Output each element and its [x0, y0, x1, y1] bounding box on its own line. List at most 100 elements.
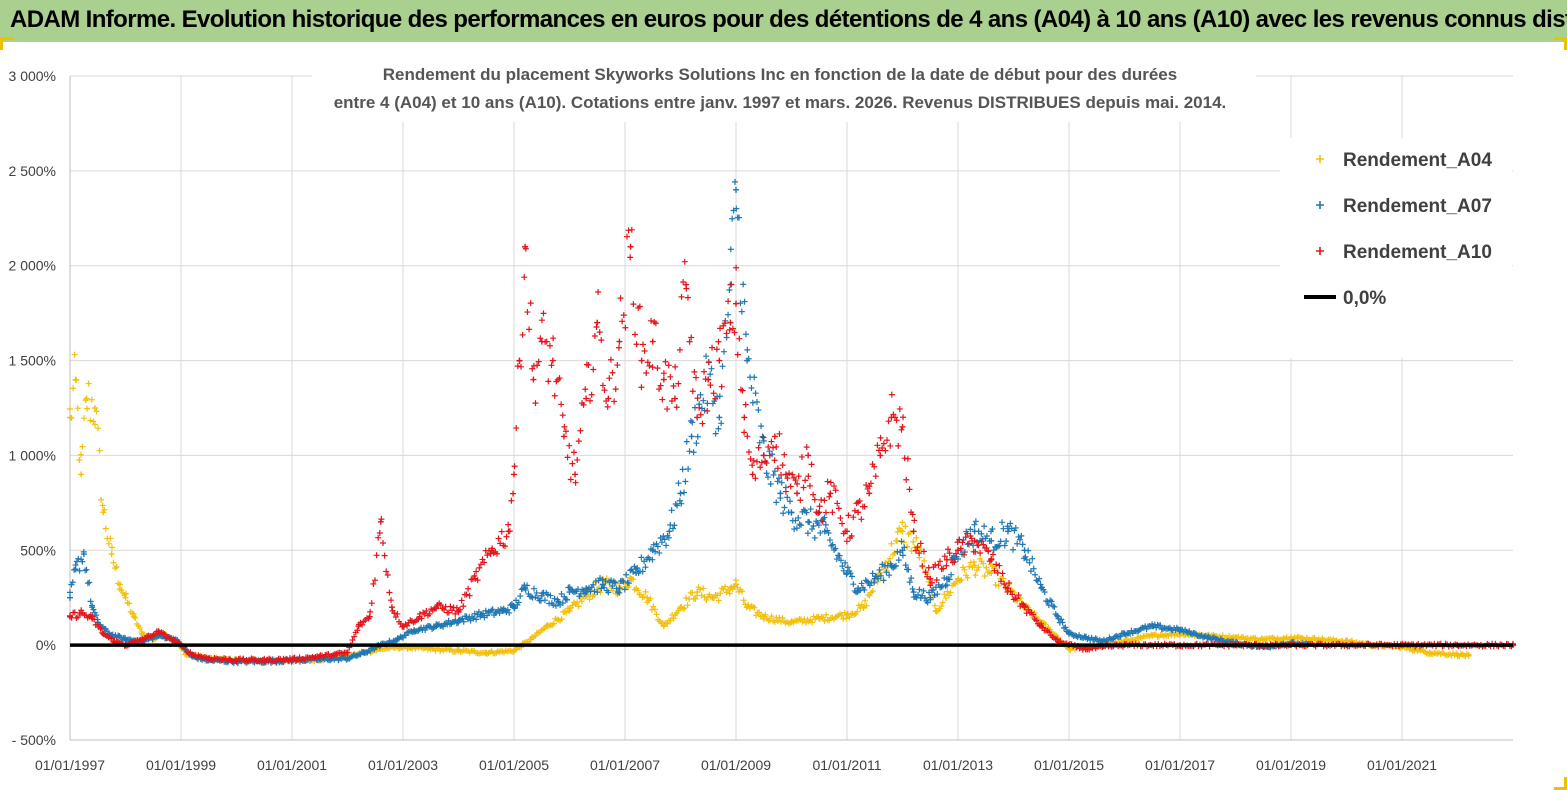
scatter-mark [572, 479, 579, 486]
x-tick-label: 01/01/2017 [1145, 757, 1215, 773]
scatter-mark [972, 518, 979, 525]
data-point [108, 551, 115, 558]
scatter-mark [671, 522, 678, 529]
scatter-mark [506, 528, 513, 535]
data-point [910, 589, 917, 596]
scatter-mark [759, 613, 766, 620]
scatter-mark [896, 405, 903, 412]
scatter-mark [684, 294, 691, 301]
scatter-mark [476, 564, 483, 571]
scatter-mark [580, 401, 587, 408]
scatter-mark [739, 588, 746, 595]
x-tick-label: 01/01/2013 [923, 757, 993, 773]
scatter-mark [473, 616, 480, 623]
scatter-mark [381, 552, 388, 559]
x-tick-label: 01/01/2021 [1367, 757, 1437, 773]
scatter-mark [980, 560, 987, 567]
scatter-mark [893, 537, 900, 544]
scatter-mark [422, 627, 429, 634]
scatter-mark [1062, 624, 1069, 631]
scatter-mark [534, 362, 541, 369]
scatter-mark [370, 580, 377, 587]
data-point [666, 528, 673, 535]
scatter-mark [919, 562, 926, 569]
scatter-mark [654, 365, 661, 372]
scatter-mark [920, 587, 927, 594]
scatter-mark [869, 570, 876, 577]
scatter-mark [726, 326, 733, 333]
scatter-mark [521, 274, 528, 281]
scatter-mark [559, 599, 566, 606]
scatter-mark [515, 599, 522, 606]
scatter-mark [792, 477, 799, 484]
scatter-mark [633, 341, 640, 348]
scatter-mark [609, 369, 616, 376]
scatter-mark [1048, 598, 1055, 605]
scatter-mark [831, 546, 838, 553]
scatter-mark [992, 582, 999, 589]
scatter-mark [744, 346, 751, 353]
scatter-mark [898, 426, 905, 433]
scatter-mark [749, 462, 756, 469]
scatter-mark [856, 497, 863, 504]
scatter-mark [736, 214, 743, 221]
scatter-mark [707, 382, 714, 389]
scatter-mark [854, 608, 861, 615]
scatter-mark [84, 405, 91, 412]
scatter-mark [863, 602, 870, 609]
scatter-mark [471, 572, 478, 579]
scatter-mark [1003, 538, 1010, 545]
scatter-mark [718, 420, 725, 427]
scatter-mark [902, 523, 909, 530]
scatter-mark [898, 538, 905, 545]
scatter-mark [861, 503, 868, 510]
scatter-mark [601, 584, 608, 591]
scatter-mark [653, 540, 660, 547]
scatter-mark [1047, 597, 1054, 604]
data-point [805, 452, 812, 459]
scatter-mark [791, 526, 798, 533]
scatter-mark [944, 588, 951, 595]
scatter-mark [692, 596, 699, 603]
data-point [594, 319, 601, 326]
scatter-mark [720, 348, 727, 355]
scatter-mark [1014, 595, 1021, 602]
scatter-mark [875, 575, 882, 582]
scatter-mark [827, 479, 834, 486]
scatter-mark [715, 338, 722, 345]
scatter-mark [1018, 532, 1025, 539]
scatter-mark [897, 527, 904, 534]
scatter-mark [986, 537, 993, 544]
scatter-mark [575, 603, 582, 610]
scatter-mark [752, 475, 759, 482]
scatter-mark [662, 358, 669, 365]
scatter-mark [394, 610, 401, 617]
scatter-mark [455, 619, 462, 626]
scatter-mark [612, 386, 619, 393]
x-tick-label: 01/01/1999 [146, 757, 216, 773]
scatter-mark [649, 364, 656, 371]
scatter-mark [667, 617, 674, 624]
scatter-mark [622, 324, 629, 331]
scatter-mark [548, 362, 555, 369]
scatter-mark [774, 617, 781, 624]
scatter-mark [1012, 524, 1019, 531]
scatter-mark [784, 494, 791, 501]
data-point [1004, 528, 1011, 535]
scatter-mark [510, 490, 517, 497]
legend-label: Rendement_A10 [1343, 242, 1492, 263]
data-point [572, 471, 579, 478]
scatter-mark [79, 443, 86, 450]
scatter-mark [481, 559, 488, 566]
data-point [855, 509, 862, 516]
scatter-mark [928, 579, 935, 586]
scatter-mark [603, 575, 610, 582]
scatter-mark [828, 542, 835, 549]
corner-mark-bottom-right [1554, 777, 1567, 790]
scatter-mark [848, 532, 855, 539]
scatter-mark [941, 553, 948, 560]
scatter-mark [995, 582, 1002, 589]
scatter-mark [840, 567, 847, 574]
scatter-mark [959, 539, 966, 546]
scatter-mark [586, 584, 593, 591]
